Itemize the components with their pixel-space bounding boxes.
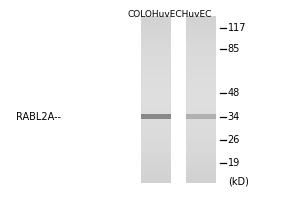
Text: (kD): (kD) bbox=[228, 176, 248, 186]
Bar bbox=[141, 100, 171, 104]
Bar bbox=[141, 91, 171, 96]
Bar bbox=[186, 50, 216, 54]
Bar bbox=[186, 112, 216, 117]
Bar bbox=[141, 158, 171, 163]
Bar bbox=[141, 37, 171, 42]
Bar bbox=[186, 62, 216, 67]
Bar bbox=[186, 154, 216, 158]
Bar bbox=[141, 145, 171, 150]
Bar bbox=[141, 108, 171, 113]
Bar bbox=[141, 66, 171, 71]
Bar bbox=[141, 25, 171, 29]
Bar bbox=[186, 45, 216, 50]
Bar bbox=[186, 175, 216, 179]
Text: 85: 85 bbox=[228, 44, 240, 54]
Bar bbox=[141, 175, 171, 179]
Bar bbox=[186, 95, 216, 100]
Bar bbox=[186, 66, 216, 71]
Bar bbox=[186, 79, 216, 83]
Bar bbox=[186, 83, 216, 87]
Text: 117: 117 bbox=[228, 23, 246, 33]
Bar bbox=[186, 58, 216, 62]
Bar bbox=[141, 16, 171, 21]
Bar bbox=[186, 133, 216, 138]
Bar bbox=[186, 166, 216, 171]
Bar bbox=[141, 87, 171, 92]
Text: 48: 48 bbox=[228, 88, 240, 98]
Bar bbox=[186, 33, 216, 37]
Bar bbox=[186, 100, 216, 104]
Bar bbox=[141, 141, 171, 146]
Text: 19: 19 bbox=[228, 158, 240, 168]
Bar bbox=[186, 25, 216, 29]
Bar bbox=[141, 104, 171, 108]
Bar bbox=[141, 83, 171, 87]
Bar bbox=[186, 158, 216, 163]
Bar bbox=[141, 154, 171, 158]
Bar bbox=[141, 129, 171, 133]
Bar bbox=[186, 116, 216, 121]
Bar bbox=[186, 75, 216, 79]
Bar bbox=[141, 62, 171, 67]
Text: RABL2A--: RABL2A-- bbox=[16, 112, 61, 122]
Bar bbox=[186, 37, 216, 42]
Bar bbox=[186, 41, 216, 46]
Bar bbox=[141, 29, 171, 33]
Bar bbox=[186, 162, 216, 167]
Bar bbox=[141, 179, 171, 183]
Bar bbox=[186, 141, 216, 146]
Bar bbox=[141, 75, 171, 79]
Bar bbox=[141, 79, 171, 83]
Bar bbox=[186, 29, 216, 33]
Text: 26: 26 bbox=[228, 135, 240, 145]
Bar bbox=[186, 150, 216, 154]
Bar bbox=[186, 91, 216, 96]
Bar bbox=[141, 116, 171, 121]
Bar bbox=[141, 70, 171, 75]
Bar bbox=[141, 45, 171, 50]
Bar bbox=[141, 125, 171, 129]
Bar bbox=[141, 54, 171, 58]
Bar bbox=[186, 129, 216, 133]
Bar bbox=[141, 133, 171, 138]
Bar bbox=[141, 33, 171, 37]
Bar bbox=[141, 171, 171, 175]
Bar bbox=[141, 112, 171, 117]
Bar bbox=[186, 171, 216, 175]
Bar bbox=[186, 70, 216, 75]
Bar bbox=[186, 179, 216, 183]
Bar bbox=[141, 50, 171, 54]
Bar bbox=[141, 166, 171, 171]
Bar bbox=[186, 114, 216, 119]
Bar bbox=[141, 58, 171, 62]
Bar bbox=[186, 54, 216, 58]
Bar bbox=[141, 114, 171, 119]
Bar bbox=[141, 20, 171, 25]
Bar bbox=[186, 145, 216, 150]
Bar bbox=[186, 125, 216, 129]
Bar bbox=[186, 16, 216, 21]
Bar bbox=[186, 137, 216, 142]
Bar bbox=[141, 137, 171, 142]
Bar bbox=[141, 41, 171, 46]
Bar bbox=[141, 162, 171, 167]
Bar bbox=[186, 108, 216, 113]
Bar bbox=[141, 120, 171, 125]
Text: COLOHuvECHuvEC: COLOHuvECHuvEC bbox=[127, 10, 212, 19]
Bar bbox=[141, 150, 171, 154]
Bar bbox=[141, 95, 171, 100]
Bar bbox=[186, 20, 216, 25]
Bar bbox=[186, 87, 216, 92]
Bar bbox=[186, 104, 216, 108]
Text: 34: 34 bbox=[228, 112, 240, 122]
Bar bbox=[186, 120, 216, 125]
